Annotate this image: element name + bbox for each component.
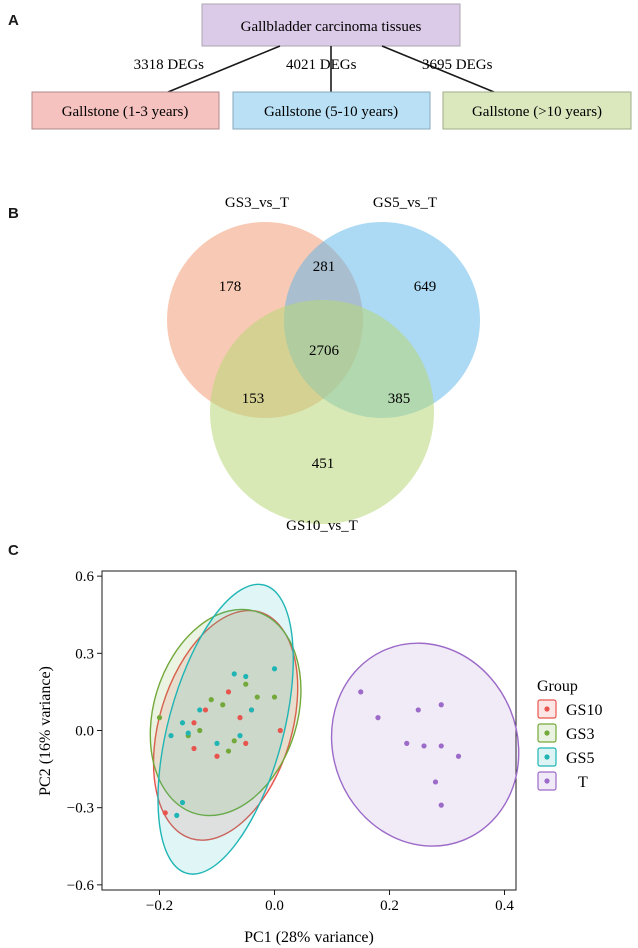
point-gs3-1: [156, 715, 163, 721]
x-tick-label: 0.4: [495, 898, 514, 914]
x-axis-label: PC1 (28% variance): [244, 929, 374, 946]
point-t-7: [438, 743, 444, 749]
y-tick-label: −0.6: [67, 878, 95, 894]
point-gs5-3: [168, 733, 174, 739]
box-gallstone-5-10-label: Gallstone (5-10 years): [264, 104, 398, 120]
point-gs5-2: [179, 799, 186, 806]
y-axis-label: PC2 (16% variance): [37, 666, 54, 796]
point-gs5-1: [174, 812, 180, 818]
edge-line-1: [167, 45, 281, 93]
box-gallstone-1-3-label: Gallstone (1-3 years): [62, 104, 189, 120]
point-gs10-8: [277, 727, 283, 734]
venn-count-gs10-only: 451: [312, 456, 335, 472]
x-tick-label: 0.0: [265, 898, 284, 914]
edge-label-3: 3695 DEGs: [422, 57, 493, 73]
point-gs5-9: [271, 666, 278, 672]
point-t-9: [432, 779, 439, 785]
point-gs5-4: [179, 720, 186, 726]
venn-count-gs5-gs10: 385: [388, 391, 411, 407]
panel-label-a: A: [8, 12, 19, 29]
point-gs10-9: [191, 745, 197, 752]
y-tick-label: 0.0: [75, 724, 94, 740]
point-gs3-6: [225, 748, 232, 754]
point-t-6: [421, 743, 427, 749]
point-t-8: [455, 753, 462, 759]
legend-label-gs10: GS10: [566, 702, 602, 719]
venn-circle-gs10: [210, 300, 434, 524]
point-gs10-6: [243, 740, 249, 746]
venn-label-gs10: GS10_vs_T: [286, 518, 358, 534]
point-gs3-7: [197, 727, 203, 734]
point-gs10-4: [225, 689, 232, 695]
edge-line-3: [381, 45, 495, 93]
point-gs10-2: [191, 720, 197, 726]
box-gallstone-5-10: [232, 91, 431, 130]
point-gs10-1: [162, 810, 168, 816]
point-t-4: [438, 702, 444, 708]
box-gallstone-1-3: [31, 91, 220, 130]
point-gs3-8: [271, 694, 278, 700]
panel-label-b: B: [8, 205, 19, 222]
box-gallstone-10plus: [442, 91, 632, 130]
point-gs5-6: [197, 707, 203, 713]
venn-diagram: GS3_vs_T GS5_vs_T GS10_vs_T 178 281 649 …: [167, 195, 480, 534]
venn-label-gs5: GS5_vs_T: [373, 195, 437, 211]
point-gs3-3: [208, 697, 214, 703]
point-t-10: [438, 802, 444, 808]
venn-count-gs3-gs5: 281: [313, 259, 336, 275]
edge-label-1: 3318 DEGs: [134, 57, 205, 73]
point-gs5-5: [185, 730, 191, 736]
point-gs5-7: [231, 671, 237, 677]
point-t-2: [375, 715, 381, 721]
legend-label-gs5: GS5: [566, 750, 594, 767]
legend-key-dot-gs5: [544, 754, 550, 760]
ellipse-gs5: [157, 583, 294, 875]
point-gs3-9: [231, 738, 237, 744]
point-gs3-5: [254, 694, 260, 700]
venn-count-gs3-gs10: 153: [242, 391, 265, 407]
plot-panel: [101, 570, 517, 891]
flowchart: Gallbladder carcinoma tissues 3318 DEGs …: [31, 3, 632, 130]
panel-label-c: C: [8, 542, 19, 559]
y-tick-label: 0.6: [75, 569, 94, 585]
legend-label-gs3: GS3: [566, 726, 594, 743]
point-t-5: [404, 740, 410, 746]
ellipse-gs10: [152, 609, 299, 841]
point-gs3-4: [220, 702, 226, 708]
x-tick-label: −0.2: [146, 898, 173, 914]
pca-chart: −0.2 0.0 0.2 0.4 −0.6 −0.3 0.0 0.3 0.6 PC1 (28% …: [37, 569, 602, 946]
box-gallstone-10plus-label: Gallstone (>10 years): [472, 104, 602, 120]
legend-key-dot-gs3: [544, 730, 550, 736]
point-gs3-10: [243, 681, 249, 687]
y-tick-label: −0.3: [67, 801, 94, 817]
venn-count-all: 2706: [309, 343, 340, 359]
legend-key-dot-gs10: [544, 706, 550, 712]
point-gs5-8: [243, 673, 249, 680]
legend-label-t: T: [578, 774, 588, 791]
point-gs5-10: [237, 733, 243, 739]
point-gs5-12: [214, 740, 220, 746]
venn-count-gs3-only: 178: [219, 279, 242, 295]
point-t-3: [415, 707, 421, 713]
x-tick-label: 0.2: [380, 898, 399, 914]
point-gs5-11: [248, 707, 255, 713]
legend-key-dot-t: [544, 778, 550, 784]
point-gs10-7: [214, 753, 220, 759]
legend-title: Group: [537, 678, 578, 695]
root-label: Gallbladder carcinoma tissues: [241, 19, 422, 35]
point-gs10-3: [202, 707, 209, 713]
edge-label-2: 4021 DEGs: [286, 57, 357, 73]
point-gs10-5: [237, 715, 243, 721]
y-tick-label: 0.3: [75, 646, 94, 662]
venn-label-gs3: GS3_vs_T: [225, 195, 289, 211]
venn-count-gs5-only: 649: [414, 279, 437, 295]
point-t-1: [358, 689, 364, 695]
